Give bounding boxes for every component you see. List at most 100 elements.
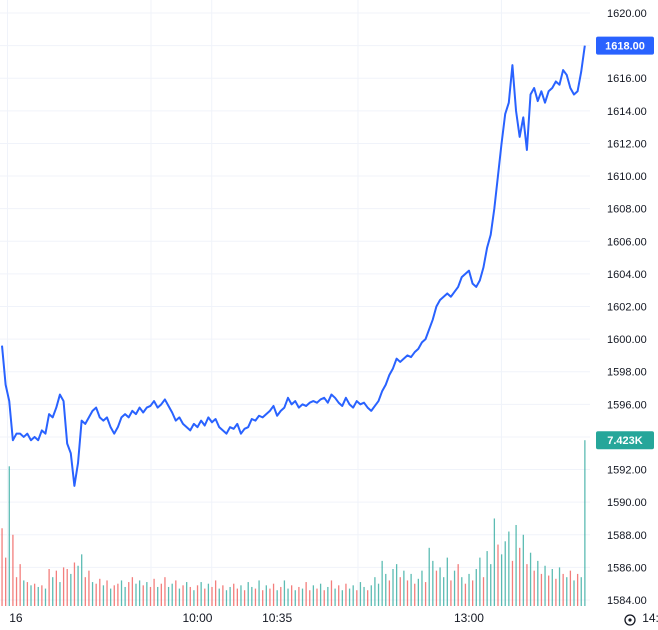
volume-bar <box>276 590 278 606</box>
volume-bar <box>417 578 419 606</box>
volume-bar <box>511 560 514 606</box>
volume-bar <box>338 585 340 606</box>
volume-bar <box>120 580 123 606</box>
x-axis[interactable]: 16 10:00 10:35 13:00 14:00 <box>9 611 658 625</box>
volume-bar <box>352 585 354 606</box>
volume-bar <box>70 573 72 606</box>
volume-bar <box>345 583 347 606</box>
volume-bar <box>193 590 195 606</box>
y-tick-label: 1602.00 <box>607 302 647 314</box>
volume-bar <box>26 582 29 606</box>
x-tick-label: 16 <box>9 611 23 625</box>
volume-bar <box>526 564 528 606</box>
last-price-tag-label: 1618.00 <box>605 41 645 53</box>
volume-bar <box>334 588 336 606</box>
volume-bar <box>254 588 257 606</box>
volume-bar <box>153 578 155 606</box>
volume-bar <box>421 570 423 606</box>
volume-bar <box>142 585 144 606</box>
volume-bar <box>117 583 119 606</box>
volume-bar <box>377 583 380 606</box>
volume-bar <box>490 564 492 606</box>
volume-bar <box>312 585 315 606</box>
volume-bar <box>106 580 108 606</box>
volume-bar <box>309 590 311 606</box>
y-axis[interactable]: 1584.001586.001588.001590.001592.001594.… <box>607 8 647 607</box>
price-line[interactable] <box>1 45 586 487</box>
volume-bar <box>243 590 246 606</box>
volume-bar <box>236 588 238 606</box>
volume-bar <box>291 585 293 606</box>
volume-bar <box>95 583 97 606</box>
volume-bar <box>135 583 137 606</box>
y-tick-label: 1608.00 <box>607 204 647 216</box>
volume-bar <box>319 583 322 606</box>
volume-bar <box>367 590 369 606</box>
y-tick-label: 1604.00 <box>607 269 647 281</box>
volume-bar <box>110 588 112 606</box>
x-tick-label: 13:00 <box>454 611 484 625</box>
volume-bar <box>475 569 477 606</box>
volume-bar <box>519 547 521 606</box>
volume-bar <box>566 577 568 606</box>
volume-bar <box>580 577 582 606</box>
volume-bar <box>374 577 376 606</box>
volume-bar <box>548 575 550 606</box>
volume-bar <box>341 590 343 606</box>
volume-bar <box>211 586 213 606</box>
volume-bar <box>348 588 351 606</box>
volume-bar <box>128 582 130 606</box>
volume-bar <box>370 585 372 606</box>
price-line-layer <box>1 45 586 487</box>
volume-bar <box>435 570 438 606</box>
volume-bar <box>207 583 210 606</box>
volume-bar <box>214 580 217 606</box>
volume-bar <box>171 583 173 606</box>
volume-bar <box>443 577 445 606</box>
volume-bar <box>196 585 199 606</box>
volume-bar <box>500 554 503 606</box>
volume-bar <box>461 577 463 606</box>
volume-bar <box>323 590 325 606</box>
volume-bar <box>453 570 456 606</box>
y-tick-label: 1620.00 <box>607 8 647 20</box>
volume-bar <box>5 557 7 606</box>
y-tick-label: 1586.00 <box>607 562 647 574</box>
volume-bar <box>497 544 499 606</box>
volume-bar <box>272 583 275 606</box>
volume-bar <box>540 573 543 606</box>
x-tick-label: 10:35 <box>262 611 292 625</box>
volume-bar <box>280 586 282 606</box>
settings-button[interactable] <box>624 614 636 626</box>
gear-icon[interactable] <box>624 614 636 626</box>
volume-bar <box>584 440 586 606</box>
volume-bar <box>55 570 57 606</box>
volume-bar <box>265 585 267 606</box>
volume-bar <box>576 573 579 606</box>
volume-bar <box>12 534 14 606</box>
volume-bar <box>84 577 86 606</box>
grid-lines <box>0 0 590 606</box>
y-tick-label: 1606.00 <box>607 236 647 248</box>
volume-bar <box>269 588 271 606</box>
volume-bar <box>167 586 170 606</box>
volume-bar <box>8 466 10 606</box>
y-tick-label: 1616.00 <box>607 73 647 85</box>
volume-bar <box>160 583 162 606</box>
y-tick-label: 1596.00 <box>607 399 647 411</box>
gear-icon-center <box>628 618 632 622</box>
last-price-tag-box <box>596 36 654 55</box>
price-tags: 1618.00 7.423K <box>596 36 654 450</box>
volume-bar <box>258 580 260 606</box>
volume-bar <box>204 588 206 606</box>
volume-bar <box>399 577 401 606</box>
volume-tag-box <box>596 431 654 450</box>
volume-bar <box>287 588 289 606</box>
volume-bar <box>482 577 485 606</box>
y-tick-label: 1592.00 <box>607 465 647 477</box>
volume-bar <box>229 586 231 606</box>
volume-bar <box>562 573 564 606</box>
volume-bar <box>178 588 181 606</box>
